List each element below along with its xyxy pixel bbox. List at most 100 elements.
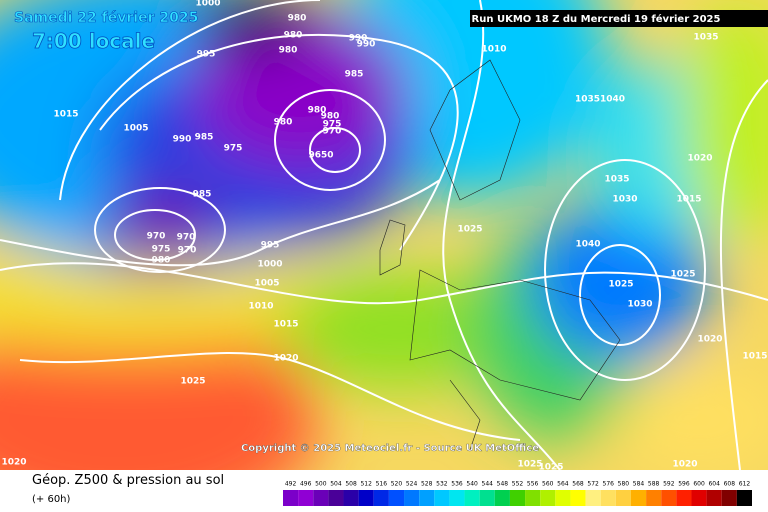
scale-label: 548 <box>497 481 509 488</box>
scale-label: 552 <box>512 481 524 488</box>
isobar-label: 975 <box>152 245 171 255</box>
scale-label: 492 <box>285 481 297 488</box>
scale-label: 508 <box>345 481 357 488</box>
footer-lead: (+ 60h) <box>32 494 71 505</box>
scale-swatch <box>298 490 314 506</box>
scale-swatch <box>646 490 662 506</box>
isobar-label: 980 <box>274 118 293 128</box>
isobar-label: 1025 <box>180 377 205 387</box>
isobar-label: 1015 <box>273 320 298 330</box>
scale-label: 580 <box>618 481 630 488</box>
isobar-label: 1020 <box>672 460 697 470</box>
isobar-label: 1035 <box>693 33 718 43</box>
footer-title: Géop. Z500 & pression au sol <box>32 473 224 488</box>
scale-label: 596 <box>678 481 690 488</box>
scale-swatch <box>525 490 541 506</box>
scale-swatch <box>540 490 556 506</box>
isobar-label: 1025 <box>517 460 542 470</box>
scale-swatch <box>434 490 450 506</box>
run-text: Run UKMO 18 Z du Mercredi 19 février 202… <box>472 13 721 25</box>
isobar-label: 1015 <box>53 110 78 120</box>
scale-swatch <box>328 490 344 506</box>
scale-swatch <box>388 490 405 506</box>
isobar-label: 985 <box>345 70 364 80</box>
scale-swatch <box>373 490 389 506</box>
scale-swatch <box>449 490 465 506</box>
isobar-label: 1010 <box>248 302 273 312</box>
isobar-label: 1040 <box>575 240 600 250</box>
isobar-label: 1025 <box>457 225 482 235</box>
scale-label: 584 <box>633 481 645 488</box>
scale-swatch <box>404 490 420 506</box>
scale-label: 496 <box>300 481 312 488</box>
isobar-label: 1020 <box>687 154 712 164</box>
scale-swatch <box>585 490 601 506</box>
date: Samedi 22 février 2025 <box>14 10 198 26</box>
isobar-label: 995 <box>261 241 280 251</box>
isobar-label: 1010 <box>481 45 506 55</box>
isobar-label: 970 <box>177 233 196 243</box>
scale-swatch <box>615 490 631 506</box>
scale-label: 560 <box>542 481 554 488</box>
isobar-label: 1035 <box>604 175 629 185</box>
isobar-label: 9650 <box>308 151 333 161</box>
isobar-label: 1015 <box>676 195 701 205</box>
isobar-label: 990 <box>349 34 368 44</box>
isobar-label: 980 <box>279 46 298 56</box>
isobar-label: 980 <box>288 14 307 24</box>
scale-label: 532 <box>436 481 448 488</box>
isobar-label: 980 <box>308 106 327 116</box>
isobar-label: 1005 <box>123 124 148 134</box>
scale-swatch <box>736 490 752 506</box>
isobar-label: 1020 <box>273 354 298 364</box>
isobar-label: 980 <box>321 112 340 122</box>
scale-label: 536 <box>451 481 463 488</box>
isobar-label: 1025 <box>538 463 563 473</box>
scale-swatch <box>661 490 677 506</box>
scale-label: 600 <box>693 481 705 488</box>
scale-swatch <box>283 490 299 506</box>
scale-swatch <box>721 490 737 506</box>
scale-label: 520 <box>391 481 403 488</box>
scale-swatch <box>358 490 374 506</box>
isobar-label: 975 <box>323 120 342 130</box>
scale-label: 592 <box>663 481 675 488</box>
isobar-label: 975 <box>224 144 243 154</box>
scale-swatch <box>706 490 722 506</box>
scale-swatch <box>419 490 435 506</box>
isobar-label: 1020 <box>1 458 26 468</box>
scale-label: 528 <box>421 481 433 488</box>
isobar-label: 1025 <box>608 280 633 290</box>
isobars <box>0 0 768 470</box>
isobar-label: 980 <box>152 256 171 266</box>
scale-label: 588 <box>648 481 660 488</box>
scale-label: 516 <box>376 481 388 488</box>
scale-label: 608 <box>724 481 736 488</box>
scale-label: 504 <box>330 481 342 488</box>
isobar-label: 970 <box>323 127 342 137</box>
scale-swatch <box>464 490 480 506</box>
scale-swatch <box>509 490 526 506</box>
scale-label: 524 <box>406 481 418 488</box>
scale-swatch <box>600 490 616 506</box>
isobar-label: 1030 <box>627 300 652 310</box>
isobar-label: 1025 <box>670 270 695 280</box>
isobar-label: 1005 <box>254 279 279 289</box>
copyright: Copyright © 2025 Meteociel.fr - Source U… <box>241 443 539 454</box>
isobar-label: 990 <box>357 40 376 50</box>
isobar-label: 1015 <box>742 352 767 362</box>
scale-swatch <box>343 490 359 506</box>
scale-label: 568 <box>572 481 584 488</box>
color-scale: 492 496 500 504 508 512 516 520 524 528 532 536 540 5… <box>283 481 752 506</box>
scale-swatch <box>555 490 571 506</box>
isobar-label: 1020 <box>697 335 722 345</box>
isobar-label: 985 <box>195 133 214 143</box>
scale-label: 576 <box>603 481 615 488</box>
scale-swatch <box>313 490 329 506</box>
isobar-label: 970 <box>147 232 166 242</box>
scale-label: 556 <box>527 481 539 488</box>
scale-label: 564 <box>557 481 569 488</box>
